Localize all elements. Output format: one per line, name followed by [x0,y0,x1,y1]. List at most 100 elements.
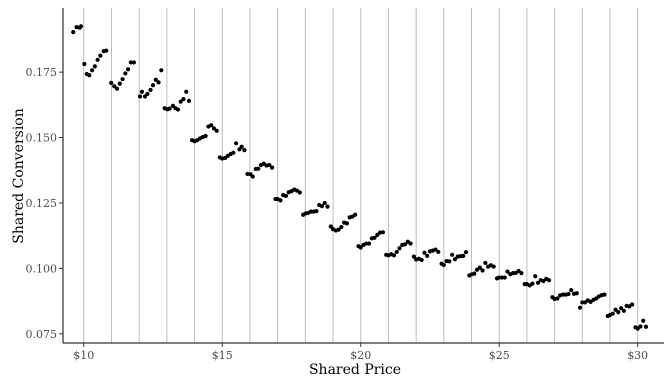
data-point [358,245,363,250]
data-point [233,141,239,146]
data-point [530,281,535,286]
data-point [314,208,319,214]
data-point [123,71,128,76]
data-point [574,291,579,296]
data-point [92,64,97,69]
data-point [231,150,236,155]
data-point [175,107,181,112]
data-point [109,80,114,85]
data-point [145,91,150,96]
y-axis-title: Shared Conversion [11,108,27,244]
data-point [239,144,244,149]
data-point [452,257,457,262]
data-point [613,307,618,312]
data-point [319,204,325,209]
x-tick-label: $30 [627,349,648,362]
data-point [411,254,417,259]
data-point [270,165,275,170]
data-point [375,232,380,238]
data-point [394,249,399,255]
data-point [641,318,646,323]
data-point [181,96,186,102]
data-point [148,87,153,93]
data-point [447,259,452,264]
data-point [555,296,560,301]
data-point [117,81,122,86]
axes [62,8,664,344]
data-point [214,128,219,133]
data-point [267,162,272,168]
data-point [336,227,341,232]
data-point [297,190,302,195]
data-point [250,174,255,179]
data-point [139,89,145,94]
data-point [120,77,125,82]
data-point [419,257,424,263]
y-tick-label: 0.150 [26,132,58,145]
x-tick-label: $20 [350,349,371,362]
data-point [535,280,541,285]
data-point [245,171,250,177]
y-tick-label: 0.100 [26,262,58,275]
y-tick-label: 0.125 [26,197,58,210]
data-point [142,94,148,99]
data-point [391,253,397,258]
data-point [137,94,143,99]
data-point [502,275,507,280]
data-point [450,252,455,257]
data-point [491,264,496,269]
data-point [242,148,247,153]
data-point [322,200,327,206]
data-point [566,291,571,297]
data-point [643,324,649,329]
data-point [78,24,84,29]
data-point [167,106,172,111]
data-point [159,68,164,73]
data-point [463,250,469,255]
data-point [616,310,621,315]
data-point [278,198,283,203]
data-point [433,247,438,252]
data-point [630,302,635,307]
data-point [184,89,189,94]
data-point [89,68,95,73]
data-point [104,48,109,53]
data-point [209,123,214,128]
data-point [203,133,208,139]
data-point [638,324,643,329]
data-point [211,126,217,131]
data-point [131,60,137,65]
data-point [114,86,120,91]
data-point [128,60,133,65]
data-point [256,166,261,171]
data-point [402,242,408,247]
data-point [153,77,158,82]
y-tick-label: 0.175 [26,66,58,79]
data-point [87,73,92,78]
data-point [380,230,385,235]
data-point [156,80,161,85]
data-point [480,268,485,273]
data-point [325,204,330,209]
data-point [408,241,413,246]
data-point [71,29,76,35]
data-point [397,246,402,251]
data-point [436,249,441,255]
data-point [505,269,510,274]
data-point [618,306,624,311]
data-point [125,67,131,72]
data-point [344,221,349,226]
data-point [112,84,117,89]
x-tick-label: $10 [73,349,94,362]
data-point [519,271,524,276]
data-point [339,224,344,230]
data-point [353,212,358,217]
data-point [366,241,372,246]
data-point [577,305,583,310]
data-point [610,311,615,316]
x-tick-label: $15 [212,349,233,362]
data-point [178,99,183,104]
ticks: $10 $15 $20 $25 $30 0.075 0.100 0.125 0.150 0.175 [26,66,649,362]
x-axis-title: Shared Price [309,362,401,378]
